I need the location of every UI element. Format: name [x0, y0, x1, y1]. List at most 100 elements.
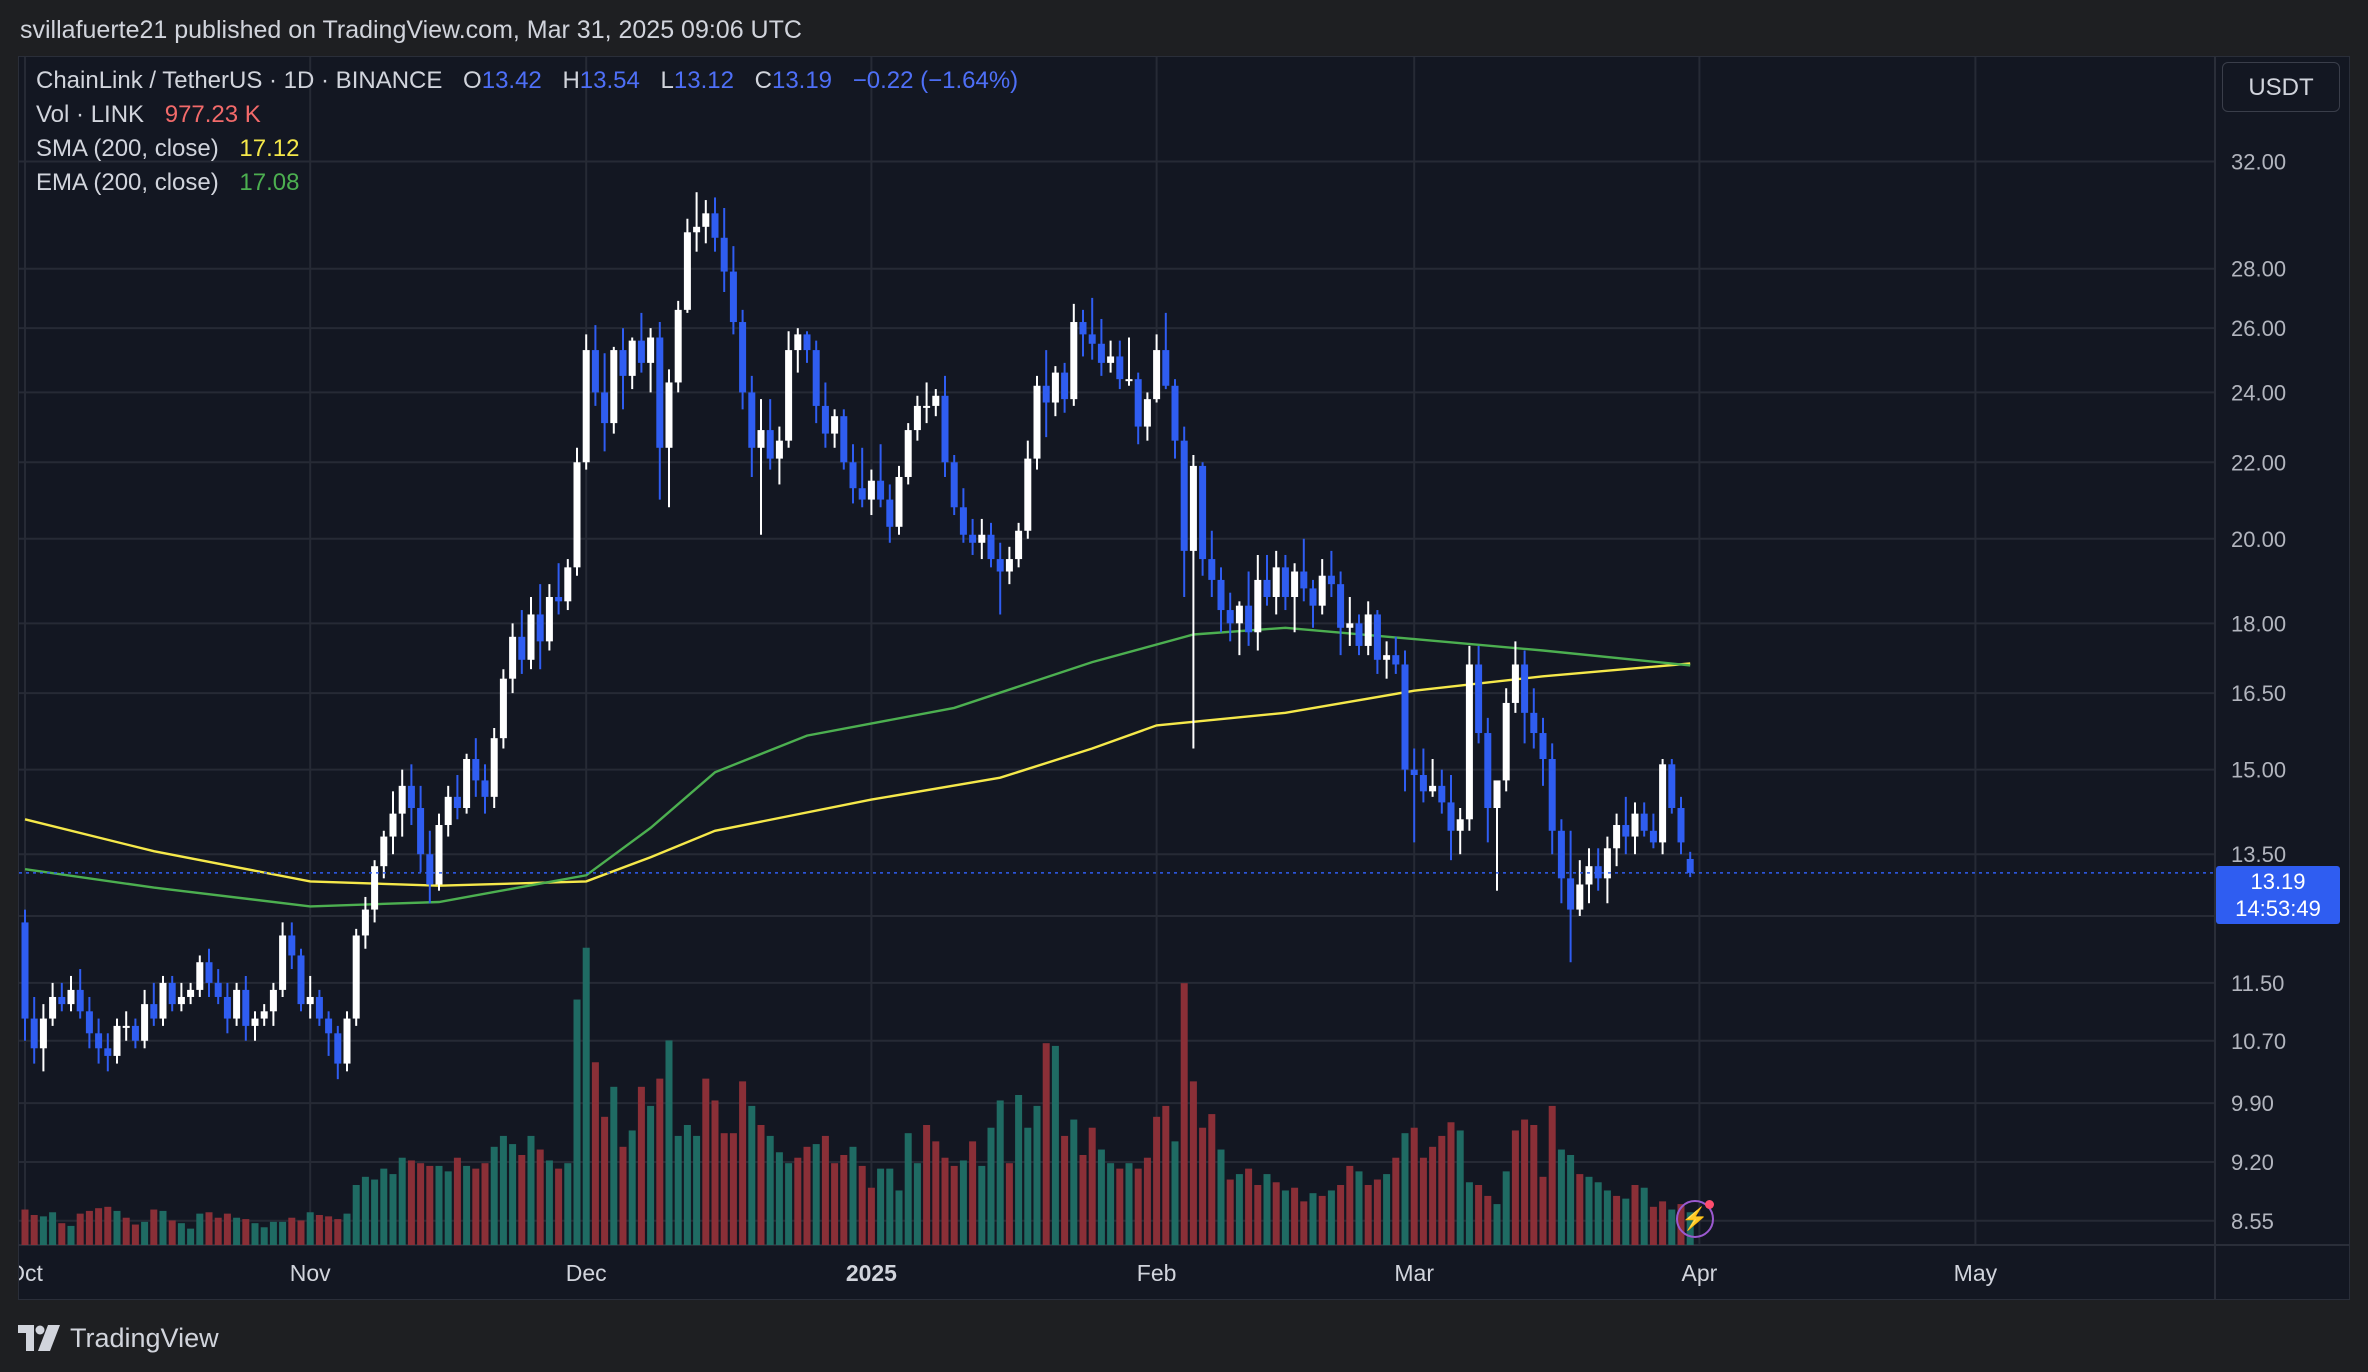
volume-bar: [1134, 1168, 1142, 1245]
candle-down: [1116, 356, 1124, 380]
candle-down: [656, 337, 664, 448]
volume-bar: [1116, 1168, 1124, 1245]
volume-bar: [196, 1213, 204, 1245]
volume-bar: [683, 1125, 691, 1245]
candle-down: [168, 982, 176, 1005]
volume-bar: [950, 1165, 958, 1245]
candle-down: [1668, 764, 1676, 808]
candle-up: [1015, 530, 1023, 560]
candle-down: [1594, 866, 1602, 879]
candle-down: [601, 392, 609, 424]
candle-down: [297, 955, 305, 1005]
candle-up: [693, 226, 701, 233]
ema-line[interactable]: EMA (200, close) 17.08: [36, 166, 1018, 200]
volume-bar: [325, 1216, 333, 1245]
volume-bar: [564, 1163, 572, 1245]
volume-bar: [674, 1135, 682, 1245]
volume-bar: [150, 1209, 158, 1245]
volume-bar: [251, 1223, 259, 1245]
volume-bar: [637, 1086, 645, 1245]
volume-bar: [1383, 1174, 1391, 1245]
volume-bar: [1180, 983, 1188, 1245]
symbol-line[interactable]: ChainLink / TetherUS · 1D · BINANCE O13.…: [36, 64, 1018, 98]
volume-bar: [306, 1212, 314, 1245]
candle-down: [315, 996, 323, 1019]
volume-label[interactable]: Vol · LINK: [36, 101, 145, 128]
y-tick-label: 18.00: [2231, 611, 2286, 636]
volume-bar: [1613, 1195, 1621, 1245]
candle-up: [702, 213, 710, 227]
candle-up: [177, 996, 185, 1005]
volume-bar: [628, 1130, 636, 1245]
volume-bar: [1337, 1185, 1345, 1245]
x-tick-label: Mar: [1394, 1260, 1434, 1286]
candle-down: [1208, 559, 1216, 580]
volume-bar: [1640, 1187, 1648, 1245]
volume-bar: [389, 1174, 397, 1245]
volume-bar: [1567, 1155, 1575, 1245]
volume-bar: [1070, 1119, 1078, 1245]
candle-down: [766, 430, 774, 459]
volume-bar: [1153, 1116, 1161, 1245]
candle-up: [435, 825, 443, 885]
candle-down: [536, 614, 544, 642]
volume-bar: [895, 1190, 903, 1245]
candle-down: [711, 213, 719, 238]
candle-up: [67, 989, 75, 1005]
candle-down: [407, 785, 415, 808]
volume-bar: [959, 1160, 967, 1245]
candle-up: [831, 416, 839, 434]
candle-up: [895, 476, 903, 527]
volume-bar: [398, 1157, 406, 1245]
ema-label[interactable]: EMA (200, close): [36, 169, 219, 196]
tradingview-logo-icon: [18, 1325, 60, 1351]
candle-up: [141, 1004, 149, 1041]
candle-down: [1042, 385, 1050, 403]
volume-bar: [729, 1133, 737, 1245]
sma-line[interactable]: SMA (200, close) 17.12: [36, 132, 1018, 166]
volume-bar: [168, 1220, 176, 1245]
volume-bar: [361, 1176, 369, 1245]
candle-down: [30, 1018, 38, 1049]
candle-up: [1024, 458, 1032, 531]
candle-down: [334, 1033, 342, 1064]
y-tick-label: 22.00: [2231, 450, 2286, 475]
x-tick-label: Feb: [1137, 1260, 1177, 1286]
chart-frame[interactable]: 8.559.209.9010.7011.5012.5013.5015.0016.…: [18, 56, 2350, 1300]
candle-up: [1033, 385, 1041, 459]
candle-up: [306, 996, 314, 1005]
volume-bar: [435, 1165, 443, 1245]
tradingview-logo[interactable]: TradingView: [18, 1318, 219, 1358]
sma-label[interactable]: SMA (200, close): [36, 135, 219, 162]
volume-bar: [113, 1210, 121, 1245]
x-tick-label: May: [1954, 1260, 1998, 1286]
volume-bar: [426, 1165, 434, 1245]
volume-bar: [1015, 1095, 1023, 1245]
lightning-bolt-icon[interactable]: ⚡: [1676, 1200, 1714, 1238]
candle-up: [113, 1025, 121, 1056]
volume-bar: [297, 1220, 305, 1245]
y-tick-label: 10.70: [2231, 1029, 2286, 1054]
candle-down: [1281, 567, 1289, 597]
volume-bar: [417, 1163, 425, 1245]
symbol-title[interactable]: ChainLink / TetherUS · 1D · BINANCE: [36, 67, 443, 94]
volume-bar: [85, 1210, 93, 1245]
candlestick-chart[interactable]: 8.559.209.9010.7011.5012.5013.5015.0016.…: [19, 57, 2350, 1300]
y-tick-label: 9.20: [2231, 1150, 2274, 1175]
candle-up: [610, 350, 618, 424]
candle-down: [739, 322, 747, 393]
candle-down: [426, 854, 434, 885]
x-tick-label: Oct: [19, 1260, 43, 1286]
y-tick-label: 24.00: [2231, 380, 2286, 405]
candle-up: [1511, 664, 1519, 703]
candle-down: [58, 996, 66, 1005]
candle-down: [619, 350, 627, 376]
currency-button[interactable]: USDT: [2222, 62, 2340, 112]
candle-down: [1539, 733, 1547, 760]
volume-line[interactable]: Vol · LINK 977.23 K: [36, 98, 1018, 132]
volume-bar: [407, 1160, 415, 1245]
candle-down: [223, 996, 231, 1019]
volume-bar: [223, 1213, 231, 1245]
candle-down: [1567, 878, 1575, 910]
alert-dot: [1705, 1200, 1714, 1209]
